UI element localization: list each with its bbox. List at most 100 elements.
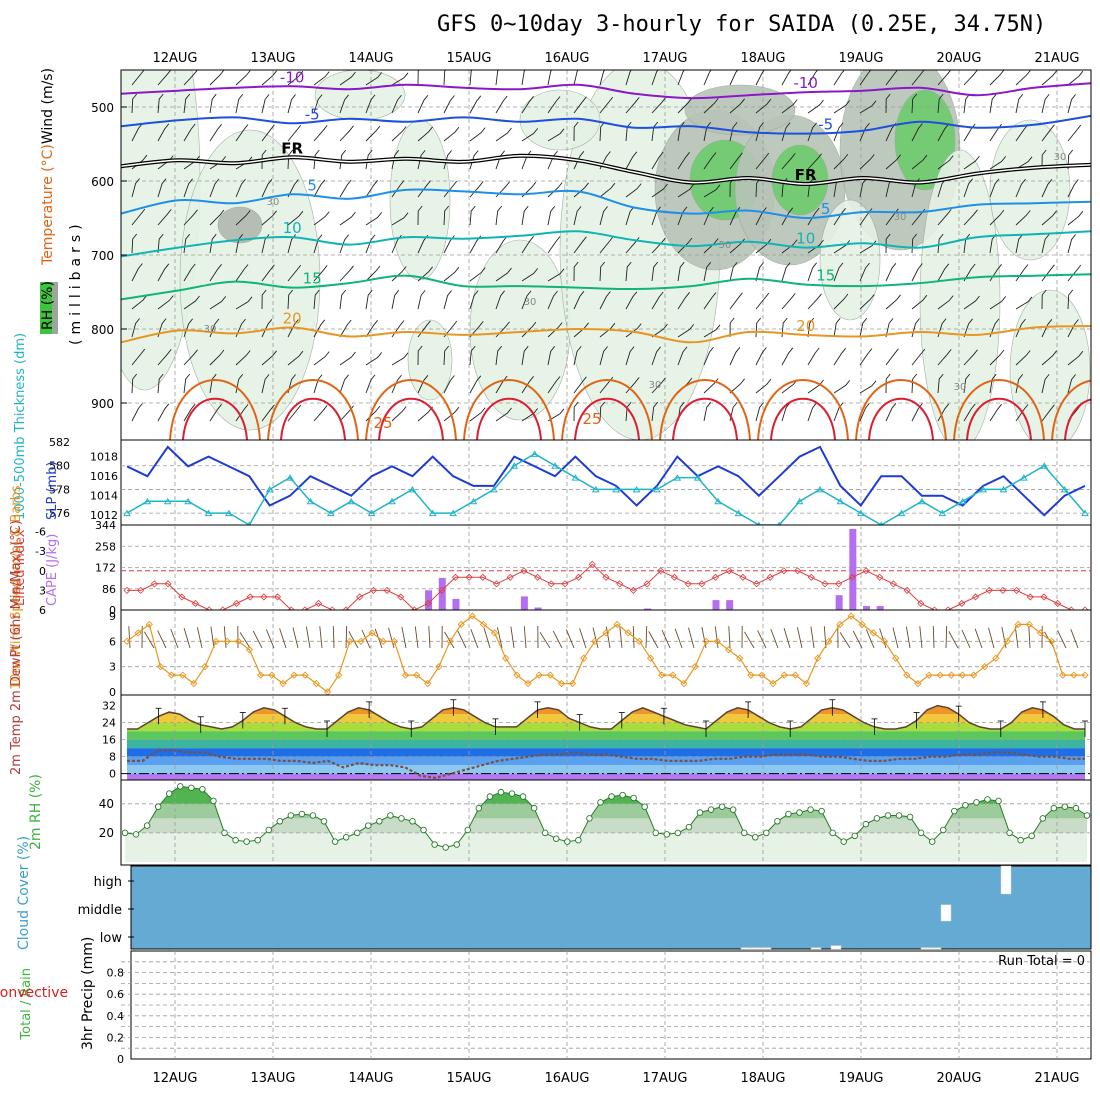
wind-speed-marker [713, 637, 722, 645]
temp-tick: 0 [109, 768, 116, 781]
wind-barb [287, 149, 294, 170]
rh-marker [453, 841, 460, 848]
rh-marker [342, 834, 350, 841]
cape-tick: 258 [95, 540, 116, 553]
wind10-barb [144, 631, 155, 649]
thickness-marker [551, 462, 559, 469]
wind-barb [521, 321, 537, 338]
li-marker [835, 580, 843, 588]
wind-speed-marker [791, 671, 800, 679]
cape-tick: 86 [102, 583, 116, 596]
wind-speed-marker [936, 671, 944, 679]
wind-barb [495, 127, 512, 142]
precip-panel: 0.8 0.6 0.4 0.2 0 Run Total = 0 Total / Rain… [0, 937, 1092, 1066]
top-date-label: 17AUG [642, 51, 687, 66]
rh-marker [1061, 803, 1069, 810]
wind-speed-marker [1014, 620, 1022, 629]
isotherm-label: -10 [793, 74, 818, 92]
wind-barb [755, 152, 770, 170]
wind-barb [573, 236, 587, 254]
wind-barb [885, 348, 899, 366]
wind-barb [1041, 124, 1055, 142]
wind-barb [339, 71, 356, 86]
wind-barb [599, 70, 606, 86]
wind10-barb [605, 626, 611, 649]
rh-tick: 40 [99, 797, 114, 811]
wind-speed-marker [134, 629, 142, 637]
cape-bar [534, 607, 542, 610]
temp-wind-label: Temperature (°C)Wind (m/s) [40, 68, 56, 266]
rh-marker [497, 788, 505, 796]
temp-tick: 32 [102, 700, 116, 713]
rh-marker [796, 809, 803, 816]
bottom-date-axis: 12AUG 13AUG 14AUG 15AUG 16AUG 17AUG 18AUG 19AUG… [152, 1071, 1079, 1086]
li-marker [356, 593, 364, 601]
wind-speed-marker [268, 671, 276, 679]
wind-barb [547, 236, 561, 254]
wind-speed-marker [401, 671, 410, 679]
li-marker [246, 593, 254, 601]
top-date-axis: 12AUG 13AUG 14AUG 15AUG 16AUG 17AUG 18AUG 19AUG… [152, 51, 1079, 66]
wind10-barb [919, 626, 923, 649]
thickness-marker [571, 474, 580, 481]
wind-barb [209, 233, 217, 254]
wind-barb [651, 261, 659, 282]
rh-marker [774, 818, 781, 825]
thickness-marker [693, 474, 702, 481]
rh-marker [906, 813, 914, 821]
wind-barb [521, 290, 532, 310]
wind-barb [131, 208, 146, 226]
isotherm-label: -10 [280, 68, 305, 86]
temp-tick: 24 [102, 717, 116, 730]
wind-barb [443, 205, 450, 226]
thickness-marker [1060, 485, 1069, 493]
wind-speed-marker [646, 654, 655, 662]
upper-air-grid [121, 70, 1091, 440]
wind-barb [963, 93, 971, 114]
wind-barb [495, 345, 503, 366]
wind-barb [235, 296, 253, 310]
rh-marker [652, 829, 660, 837]
pressure-tick-label: 500 [91, 101, 114, 115]
wind-barb [209, 264, 222, 282]
wind-barb [391, 352, 409, 366]
thickness-marker [1040, 462, 1049, 469]
wind-barb [703, 378, 719, 394]
cloud-bar [930, 947, 942, 950]
rh-marker [641, 803, 648, 810]
isotherm-30-arch [1064, 398, 1091, 440]
wind-barb [911, 93, 918, 114]
wind-barb [703, 402, 712, 422]
isotherm-25-arch [1051, 379, 1091, 440]
li-marker [520, 567, 528, 575]
wind-barb [937, 233, 944, 254]
wind-barb [1041, 94, 1050, 114]
wind-barb [1041, 350, 1057, 366]
cloud-bar [920, 947, 932, 950]
wind10-barb [252, 630, 263, 649]
wind-barb [235, 350, 251, 366]
wind-barb [365, 352, 383, 366]
wind-barb [859, 154, 875, 170]
wind-speed-marker [992, 654, 1000, 662]
wind-barb [599, 182, 616, 198]
wind-barb [651, 97, 666, 114]
li-marker [465, 573, 473, 581]
thickness-marker [612, 485, 621, 493]
wind-barb [313, 179, 326, 198]
wind-speed-marker [446, 637, 454, 645]
wind-barb [313, 211, 330, 226]
cape-bar [726, 600, 734, 610]
wind-barb [287, 319, 299, 338]
wind-barb [339, 179, 352, 198]
wind-barb [339, 125, 354, 142]
li-marker [780, 567, 788, 575]
wind-barb [755, 70, 765, 86]
wind-barb [755, 98, 772, 114]
wind-barb [729, 317, 735, 338]
wind-barb [573, 291, 585, 310]
wind-barb [729, 262, 738, 282]
wind-barb [781, 153, 796, 170]
wind-barb [235, 124, 249, 142]
